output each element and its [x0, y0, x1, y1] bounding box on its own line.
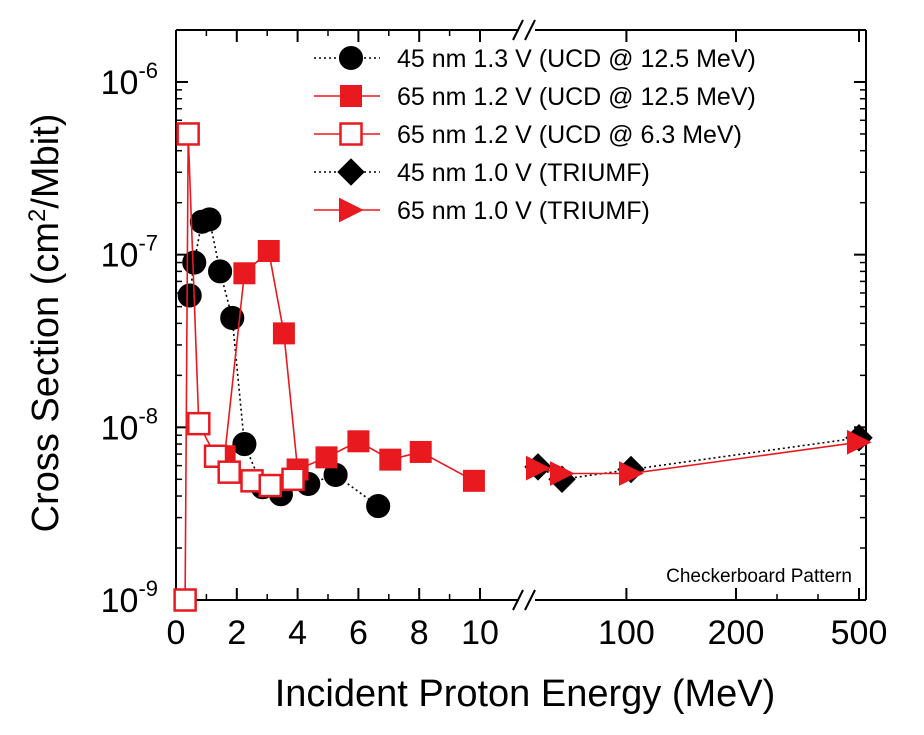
y-axis-title: Cross Section (cm2/Mbit) [24, 114, 68, 533]
y-axis-title-main: Cross Section (cm [25, 222, 67, 532]
legend-label: 65 nm 1.0 V (TRIUMF) [397, 197, 650, 225]
legend-item-2: 65 nm 1.2 V (UCD @ 6.3 MeV) [314, 121, 742, 149]
x-tick-label: 200 [708, 614, 765, 652]
axis-break-bottom-1 [512, 589, 524, 611]
data-point [409, 440, 432, 463]
x-tick-label: 100 [598, 614, 655, 652]
series-2 [173, 122, 305, 612]
data-point [173, 588, 197, 612]
series-1 [213, 239, 485, 492]
series-layer [173, 122, 873, 612]
legend-item-1: 65 nm 1.2 V (UCD @ 12.5 MeV) [314, 83, 756, 111]
y-tick-label-exponent: -9 [138, 576, 158, 601]
series-line-3 [537, 437, 860, 481]
data-point [366, 494, 391, 519]
y-tick-label-exponent: -6 [138, 58, 158, 83]
data-point [525, 455, 551, 481]
data-point [281, 467, 305, 492]
legend: 45 nm 1.3 V (UCD @ 12.5 MeV) 65 nm 1.2 V … [314, 45, 756, 225]
data-point [846, 429, 872, 455]
data-point [379, 448, 402, 471]
x-tick-label: 6 [349, 614, 368, 652]
data-point [208, 259, 233, 284]
legend-marker [339, 122, 363, 146]
y-axis: 10-610-710-810-9 [101, 29, 866, 620]
y-tick-label-base: 10 [101, 582, 139, 620]
legend-marker [337, 158, 365, 186]
data-point [462, 469, 485, 492]
annotation-checkerboard: Checkerboard Pattern [666, 566, 852, 587]
data-point [233, 262, 256, 285]
x-tick-label: 10 [461, 614, 499, 652]
data-point [549, 461, 575, 486]
y-axis-title-sup: 2 [24, 209, 51, 222]
axis-break-top-1 [512, 19, 524, 41]
data-point [258, 473, 282, 498]
series-4 [525, 429, 872, 486]
x-tick-label: 8 [410, 614, 429, 652]
series-line-1 [223, 249, 475, 482]
data-point [347, 430, 370, 453]
legend-marker [338, 197, 364, 223]
data-point [176, 122, 200, 146]
legend-label: 65 nm 1.2 V (UCD @ 6.3 MeV) [397, 121, 742, 149]
axis-break-bottom-2 [524, 589, 536, 611]
data-point [197, 207, 222, 232]
plot-frame [175, 19, 867, 611]
axis-break-top-2 [524, 19, 536, 41]
data-point [182, 250, 207, 275]
data-point [187, 411, 211, 436]
y-axis-title-tail: /Mbit) [25, 114, 67, 209]
y-tick-label-exponent: -7 [138, 231, 158, 256]
series-3 [524, 424, 873, 494]
legend-item-3: 45 nm 1.0 V (TRIUMF) [314, 158, 650, 187]
x-tick-label: 4 [288, 614, 307, 652]
x-tick-label: 2 [227, 614, 246, 652]
y-tick-label-base: 10 [101, 237, 139, 275]
data-point [272, 322, 295, 345]
y-tick-label-exponent: -8 [138, 403, 158, 428]
legend-item-4: 65 nm 1.0 V (TRIUMF) [314, 197, 650, 225]
legend-label: 45 nm 1.3 V (UCD @ 12.5 MeV) [397, 45, 756, 73]
data-point [217, 460, 241, 484]
legend-marker [340, 85, 362, 107]
data-point [315, 446, 338, 469]
data-point [257, 239, 280, 262]
x-axis: 0 2 4 6 8 10 100 200 500 [167, 30, 888, 652]
legend-item-0: 45 nm 1.3 V (UCD @ 12.5 MeV) [314, 45, 756, 73]
y-tick-label-base: 10 [101, 64, 139, 102]
data-point [177, 283, 202, 308]
y-tick-label: 10-8 [101, 403, 158, 447]
series-line-2 [184, 133, 294, 601]
y-tick-label: 10-7 [101, 231, 158, 275]
x-tick-label: 500 [831, 614, 888, 652]
series-line-4 [537, 441, 860, 475]
data-point [618, 461, 644, 486]
x-tick-label: 0 [167, 614, 186, 652]
data-point [220, 305, 245, 330]
y-tick-label: 10-9 [101, 576, 158, 620]
legend-label: 45 nm 1.0 V (TRIUMF) [397, 159, 650, 187]
legend-label: 65 nm 1.2 V (UCD @ 12.5 MeV) [397, 83, 756, 111]
y-tick-label: 10-6 [101, 58, 158, 102]
x-axis-title: Incident Proton Energy (MeV) [275, 673, 776, 715]
data-point [232, 432, 257, 457]
y-tick-label-base: 10 [101, 409, 139, 447]
legend-marker [338, 45, 364, 71]
